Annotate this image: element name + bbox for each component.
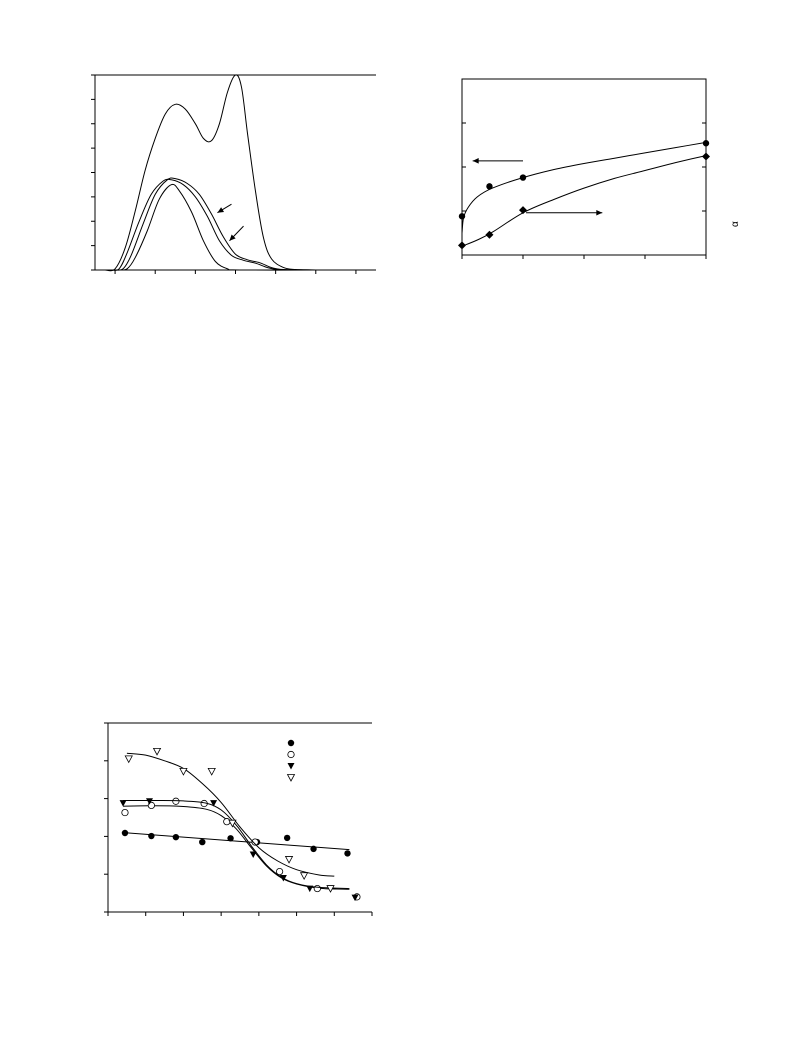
data-point-open-triangle: [299, 872, 309, 881]
data-point-filled-circle: [310, 845, 317, 853]
series-line-1: [104, 74, 377, 272]
data-point-filled-circle: [344, 850, 351, 857]
data-point-open-circle: [251, 838, 259, 846]
data-point-open-triangle: [284, 856, 294, 864]
legend-marker-open-triangle: [286, 774, 296, 782]
data-point-open-circle: [121, 808, 129, 817]
data-point-circle: [702, 140, 710, 147]
data-point-filled-triangle: [210, 800, 218, 807]
data-point-circle: [486, 183, 493, 190]
fit-curve-1: [123, 832, 350, 851]
chart-chromatogram: [91, 74, 377, 274]
annotation-arrow-1-head: [217, 207, 225, 213]
data-point-open-triangle: [124, 755, 133, 764]
data-point-filled-circle: [283, 834, 291, 842]
annotation-arrow-right: [526, 209, 603, 216]
annotation-arrow-2: [229, 225, 244, 242]
data-point-open-triangle: [179, 767, 188, 776]
series-line-2: [111, 178, 316, 271]
data-point-circle: [458, 213, 466, 220]
legend-marker-open-circle: [287, 750, 295, 759]
data-point-open-circle: [223, 818, 231, 826]
data-point-filled-triangle: [306, 885, 314, 893]
data-point-open-circle: [313, 884, 321, 893]
data-point-open-triangle: [207, 767, 216, 776]
data-point-open-triangle: [326, 885, 335, 893]
data-point-filled-triangle: [279, 874, 287, 882]
annotation-arrow-2-head: [229, 234, 236, 241]
chart-dual-axis-scatter: α: [458, 78, 741, 259]
data-point-filled-triangle: [145, 798, 153, 805]
fit-curve-1: [461, 141, 707, 234]
legend-marker-filled-circle: [287, 739, 295, 747]
data-point-filled-triangle: [351, 894, 359, 902]
series-line-3: [115, 177, 316, 271]
fit-curve-2: [461, 155, 707, 247]
data-point-open-triangle: [152, 747, 162, 756]
y2-axis-label: α: [730, 221, 741, 227]
data-point-filled-triangle: [119, 800, 127, 807]
data-point-filled-circle: [199, 838, 206, 846]
data-point-filled-circle: [172, 833, 180, 841]
data-point-filled-triangle: [249, 851, 257, 859]
data-point-filled-circle: [121, 829, 129, 837]
annotation-arrow-left-head: [472, 158, 479, 164]
data-point-diamond: [485, 230, 494, 239]
fit-curve-4: [126, 752, 335, 877]
data-point-diamond: [519, 206, 527, 215]
data-point-diamond: [702, 152, 710, 161]
series-line-4: [119, 183, 316, 271]
chart-sigmoid-scatter: [104, 722, 373, 916]
annotation-arrow-right-head: [596, 209, 603, 216]
legend-marker-filled-triangle: [287, 763, 295, 770]
fit-curve-3: [123, 799, 350, 890]
data-point-circle: [519, 174, 527, 181]
annotation-arrow-1: [217, 203, 232, 214]
data-point-filled-circle: [227, 835, 234, 842]
data-point-open-circle: [172, 797, 180, 805]
data-point-diamond: [458, 241, 466, 250]
data-point-open-circle: [275, 867, 284, 876]
legend: [286, 739, 296, 782]
data-point-open-triangle: [228, 819, 237, 828]
annotation-arrow-left: [472, 158, 523, 164]
data-point-filled-circle: [148, 832, 155, 840]
